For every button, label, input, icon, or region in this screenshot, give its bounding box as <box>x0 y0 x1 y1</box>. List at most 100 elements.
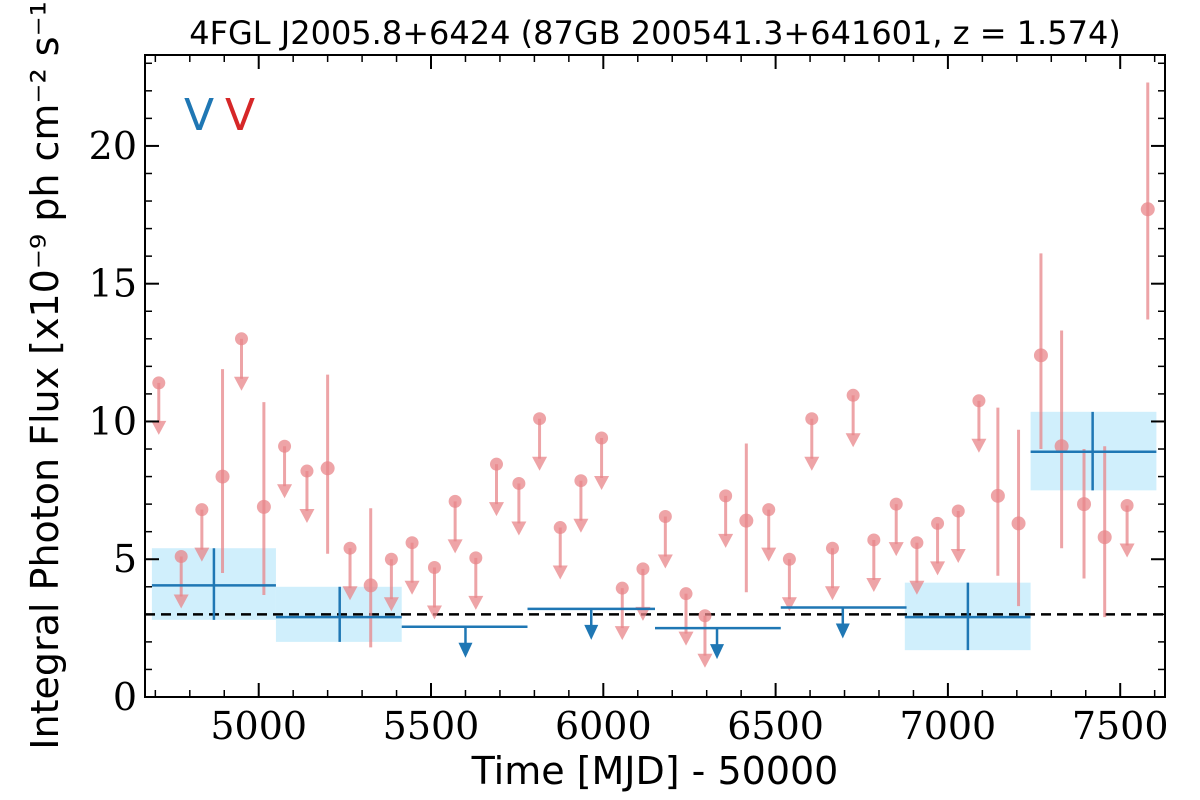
monthly-upper-limit-point <box>574 474 588 488</box>
y-tick-label: 0 <box>113 675 137 719</box>
monthly-upper-limit-arrow <box>888 542 904 557</box>
monthly-upper-limit-point <box>152 376 166 390</box>
y-tick-labels: 0 5 10 15 20 <box>89 124 137 719</box>
monthly-upper-limit-arrow <box>971 438 987 453</box>
monthly-upper-limit-arrow <box>299 509 315 524</box>
monthly-upper-limit-arrow <box>804 456 820 471</box>
monthly-upper-limit-arrow <box>194 547 210 562</box>
monthly-flux-point <box>990 488 1005 503</box>
monthly-upper-limit-arrow <box>233 376 249 391</box>
monthly-upper-limit-point <box>889 497 903 511</box>
monthly-upper-limit-arrow <box>845 433 861 448</box>
x-tick-label: 5000 <box>210 704 307 748</box>
monthly-upper-limit-arrow <box>552 565 568 580</box>
monthly-upper-limit-arrow <box>426 605 442 620</box>
monthly-upper-limit-point <box>489 457 503 471</box>
monthly-upper-limit-arrow <box>761 547 777 562</box>
y-axis-label: Integral Photon Flux [x10⁻⁹ ph cm⁻² s⁻¹] <box>23 0 67 750</box>
monthly-upper-limit-arrow <box>511 521 527 536</box>
red-flag-label: V <box>225 90 255 141</box>
monthly-upper-limit-point <box>234 332 248 346</box>
monthly-upper-limit-point <box>469 551 483 565</box>
monthly-upper-limit-point <box>405 536 419 550</box>
x-tick-label: 6500 <box>727 704 824 748</box>
monthly-flux-point <box>1097 530 1112 545</box>
x-tick-labels: 5000 5500 6000 6500 7000 7500 <box>210 704 1168 748</box>
monthly-upper-limit-point <box>195 503 209 517</box>
monthly-upper-limit-arrow <box>404 580 420 595</box>
monthly-upper-limit-point <box>533 412 547 426</box>
axis-ticks <box>145 55 1165 698</box>
monthly-upper-limit-arrow <box>488 502 504 517</box>
binned-upper-limit-arrow <box>835 623 850 639</box>
monthly-upper-limit-point <box>553 521 567 535</box>
monthly-upper-limit-arrow <box>173 594 189 609</box>
monthly-flux-point <box>363 578 378 593</box>
monthly-upper-limit-point <box>278 439 292 453</box>
binned-flux-bands <box>151 411 1157 651</box>
x-tick-label: 7000 <box>900 704 997 748</box>
monthly-upper-limit-arrow <box>532 456 548 471</box>
binned-upper-limit-arrow <box>584 624 599 640</box>
monthly-upper-limit-point <box>846 388 860 402</box>
monthly-flux-point <box>1077 497 1092 512</box>
monthly-upper-limit-arrow <box>383 597 399 612</box>
binned-flux-series <box>151 411 1157 660</box>
monthly-upper-limit-point <box>972 394 986 408</box>
monthly-upper-limit-point <box>615 581 629 595</box>
monthly-upper-limit-point <box>951 504 965 518</box>
monthly-upper-limit-point <box>805 412 819 426</box>
monthly-upper-limit-point <box>825 541 839 555</box>
monthly-upper-limit-arrow <box>909 580 925 595</box>
plot-frame <box>144 54 1166 698</box>
monthly-flux-point <box>739 513 754 528</box>
monthly-upper-limit-point <box>910 536 924 550</box>
monthly-upper-limit-arrow <box>573 518 589 533</box>
monthly-flux-point <box>1140 202 1155 217</box>
monthly-upper-limit-arrow <box>594 475 610 490</box>
monthly-upper-limit-point <box>300 464 314 478</box>
monthly-upper-limit-arrow <box>277 484 293 499</box>
monthly-upper-limit-point <box>762 503 776 517</box>
x-axis-label: Time [MJD] - 50000 <box>471 749 839 793</box>
x-tick-label: 5500 <box>383 704 480 748</box>
monthly-upper-limit-arrow <box>468 595 484 610</box>
binned-upper-limit-arrow <box>710 644 725 660</box>
y-tick-label: 20 <box>89 124 137 168</box>
monthly-upper-limit-point <box>1120 499 1134 513</box>
monthly-upper-limit-arrow <box>657 554 673 569</box>
monthly-upper-limit-point <box>931 516 945 530</box>
monthly-upper-limit-arrow <box>824 586 840 601</box>
monthly-upper-limit-arrow <box>866 577 882 592</box>
monthly-upper-limit-arrow <box>678 631 694 646</box>
monthly-upper-limit-arrow <box>151 420 167 435</box>
monthly-upper-limit-point <box>427 560 441 574</box>
monthly-upper-limit-arrow <box>950 549 966 564</box>
y-tick-label: 10 <box>89 399 137 443</box>
monthly-upper-limit-arrow <box>1119 543 1135 558</box>
x-tick-label: 7500 <box>1072 704 1169 748</box>
binned-upper-limit-arrow <box>458 642 473 658</box>
monthly-flux-point <box>320 461 335 476</box>
monthly-upper-limit-point <box>782 552 796 566</box>
monthly-upper-limit-point <box>867 533 881 547</box>
monthly-upper-limit-arrow <box>930 561 946 576</box>
monthly-flux-point <box>1033 348 1048 363</box>
monthly-upper-limit-arrow <box>635 606 651 621</box>
monthly-upper-limit-arrow <box>614 626 630 641</box>
monthly-upper-limit-point <box>658 510 672 524</box>
monthly-upper-limit-point <box>343 541 357 555</box>
monthly-upper-limit-point <box>512 476 526 490</box>
monthly-upper-limit-point <box>174 549 188 563</box>
monthly-upper-limit-point <box>636 562 650 576</box>
monthly-upper-limit-arrow <box>718 533 734 548</box>
monthly-upper-limit-arrow <box>447 539 463 554</box>
y-tick-label: 15 <box>89 262 137 306</box>
blue-flag-label: V <box>184 90 214 141</box>
monthly-flux-point <box>256 499 271 514</box>
monthly-upper-limit-arrow <box>342 586 358 601</box>
monthly-upper-limit-arrow <box>697 653 713 668</box>
monthly-flux-point <box>1011 516 1026 531</box>
monthly-upper-limit-point <box>719 489 733 503</box>
